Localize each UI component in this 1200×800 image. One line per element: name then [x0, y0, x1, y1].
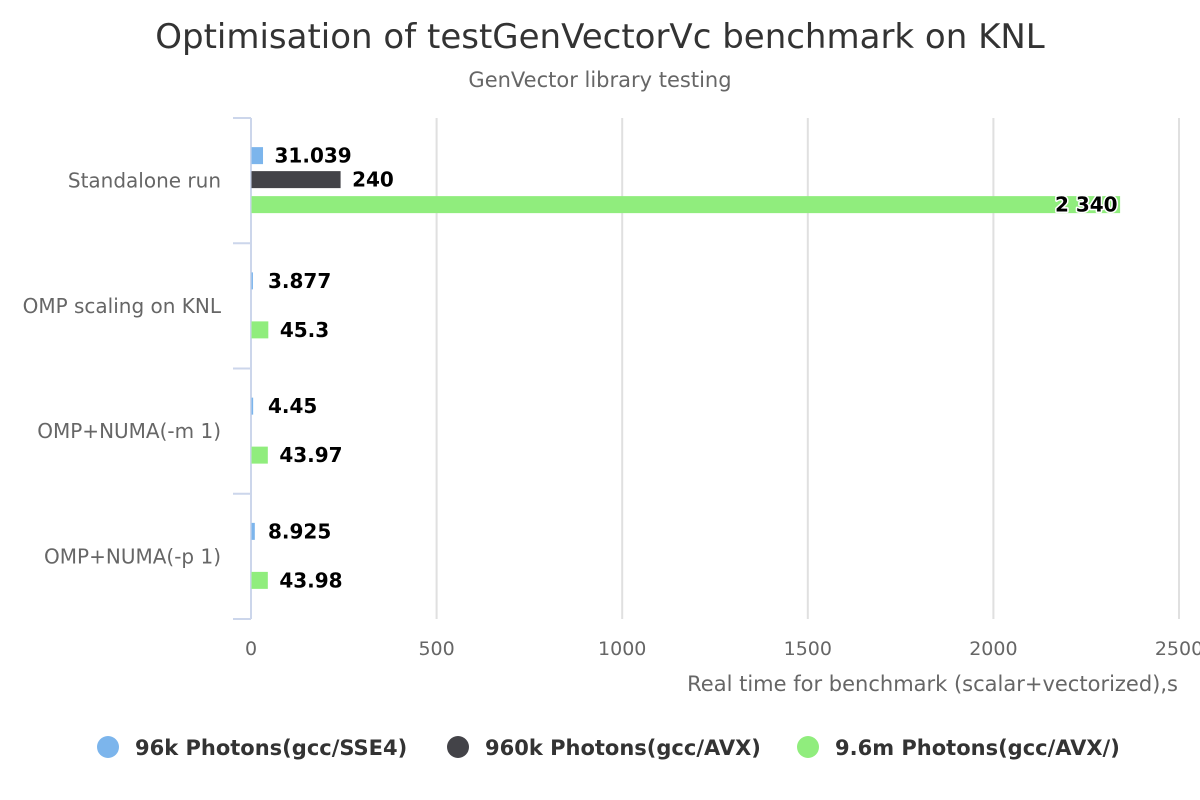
data-label: 240: [352, 168, 394, 192]
legend-label: 960k Photons(gcc/AVX): [485, 736, 761, 760]
bar-96k-photons-gcc-sse4[interactable]: [251, 397, 254, 415]
bar-96k-photons-gcc-sse4[interactable]: [251, 272, 253, 290]
legend-item-9-6m-photons-gcc-avx[interactable]: 9.6m Photons(gcc/AVX/): [797, 736, 1120, 760]
chart-title: Optimisation of testGenVectorVc benchmar…: [155, 17, 1045, 57]
data-label: 4.45: [268, 394, 317, 418]
x-axis-title: Real time for benchmark (scalar+vectoriz…: [687, 672, 1178, 696]
bar-9-6m-photons-gcc-avx[interactable]: [251, 321, 269, 339]
x-tick-label: 2000: [969, 638, 1017, 660]
legend-marker: [447, 736, 469, 758]
legend-label: 9.6m Photons(gcc/AVX/): [835, 736, 1120, 760]
axes: 0 500 1000 1500 2000 2500 Standalone run OMP sc…: [23, 117, 1200, 660]
bar-96k-photons-gcc-sse4[interactable]: [251, 522, 255, 540]
legend-marker: [97, 736, 119, 758]
x-tick-label: 500: [418, 638, 454, 660]
data-label: 8.925: [268, 519, 331, 543]
legend-label: 96k Photons(gcc/SSE4): [135, 736, 407, 760]
data-label: 2 340: [1055, 193, 1118, 217]
legend-item-960k-photons-gcc-avx[interactable]: 960k Photons(gcc/AVX): [447, 736, 761, 760]
category-label: OMP+NUMA(-m 1): [37, 419, 221, 443]
category-label: OMP scaling on KNL: [23, 294, 222, 318]
legend-item-96k-photons-gcc-sse4[interactable]: 96k Photons(gcc/SSE4): [97, 736, 407, 760]
data-label: 45.3: [280, 318, 329, 342]
bar-9-6m-photons-gcc-avx[interactable]: [251, 196, 1121, 214]
category-label: OMP+NUMA(-p 1): [44, 544, 221, 568]
chart-subtitle: GenVector library testing: [468, 68, 731, 92]
data-label: 43.98: [279, 568, 342, 592]
data-label: 31.039: [275, 144, 352, 168]
x-tick-label: 2500: [1155, 638, 1200, 660]
x-tick-label: 1500: [784, 638, 832, 660]
legend-marker: [797, 736, 819, 758]
x-tick-label: 0: [245, 638, 257, 660]
bar-9-6m-photons-gcc-avx[interactable]: [251, 446, 268, 464]
bar-960k-photons-gcc-avx[interactable]: [251, 171, 341, 189]
x-tick-label: 1000: [598, 638, 646, 660]
bars: [251, 147, 1121, 589]
data-label: 43.97: [279, 443, 342, 467]
legend[interactable]: 96k Photons(gcc/SSE4) 960k Photons(gcc/AV…: [97, 736, 1120, 760]
bar-9-6m-photons-gcc-avx[interactable]: [251, 571, 268, 589]
category-label: Standalone run: [68, 169, 221, 193]
bar-96k-photons-gcc-sse4[interactable]: [251, 147, 264, 165]
data-label: 3.877: [268, 269, 331, 293]
